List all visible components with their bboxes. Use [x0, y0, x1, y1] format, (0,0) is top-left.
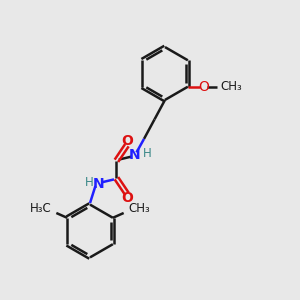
Text: N: N: [93, 177, 104, 190]
Text: O: O: [198, 80, 209, 94]
Text: O: O: [121, 191, 133, 205]
Text: H: H: [84, 176, 93, 189]
Text: H: H: [143, 147, 152, 161]
Text: CH₃: CH₃: [129, 202, 151, 215]
Text: N: N: [129, 148, 141, 162]
Text: H₃C: H₃C: [29, 202, 51, 215]
Text: O: O: [121, 134, 133, 148]
Text: CH₃: CH₃: [220, 80, 242, 93]
